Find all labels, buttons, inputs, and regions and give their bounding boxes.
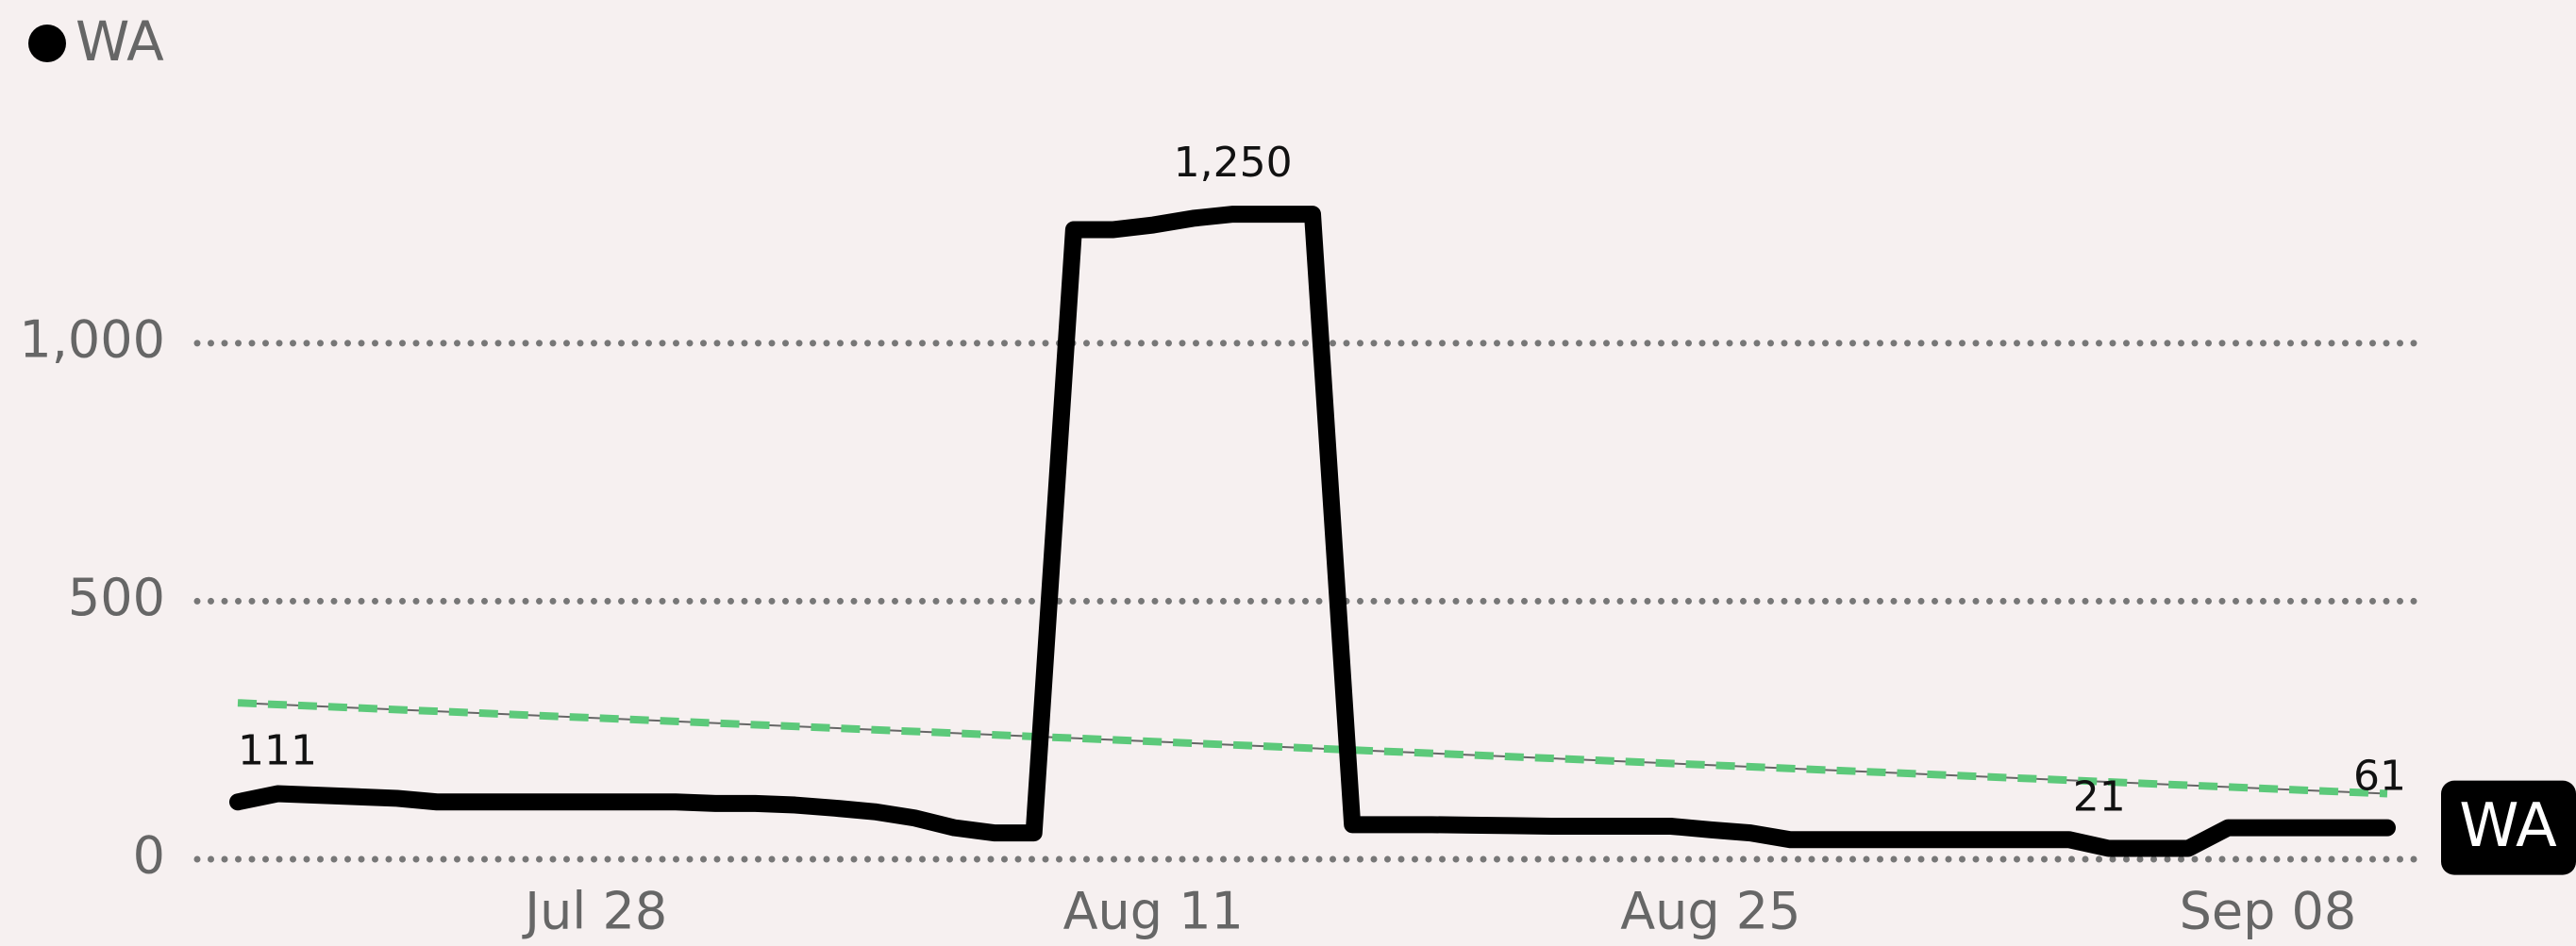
series-line: [229, 206, 2396, 857]
y-tick-label: 0: [133, 826, 165, 886]
x-tick-label: Aug 11: [1063, 882, 1244, 941]
data-label: 1,250: [1174, 139, 1293, 187]
end-label: WA: [2459, 791, 2557, 861]
data-label: 21: [2073, 773, 2126, 822]
data-label: 111: [238, 726, 317, 774]
y-tick-label: 1,000: [19, 309, 165, 369]
legend-label: WA: [75, 9, 164, 74]
x-tick-label: Aug 25: [1620, 882, 1800, 941]
x-tick-label: Jul 28: [522, 882, 667, 941]
end-label-box: [2441, 780, 2576, 875]
trend-line: [237, 699, 2388, 798]
legend-marker: [28, 25, 66, 62]
y-tick-label: 500: [68, 568, 165, 627]
x-tick-label: Sep 08: [2180, 882, 2357, 941]
data-label: 61: [2353, 753, 2406, 801]
